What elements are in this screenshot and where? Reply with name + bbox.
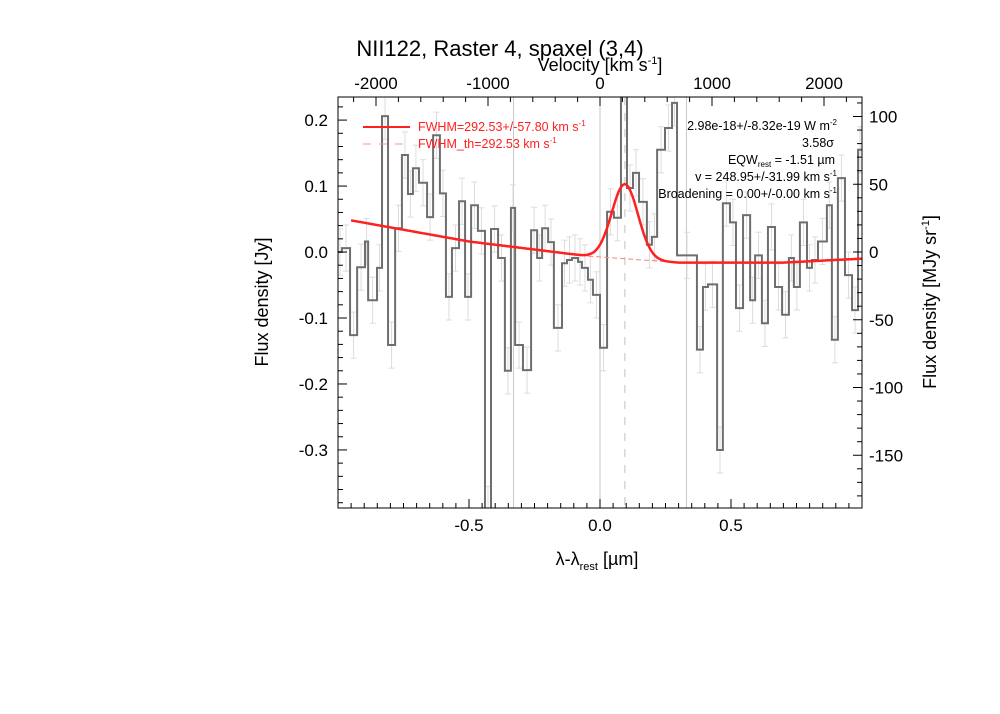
- annotation-flux: 2.98e-18+/-8.32e-19 W m-2: [687, 118, 837, 133]
- annotation-eqw: EQWrest = -1.51 µm: [728, 153, 835, 169]
- y-tick-label: 0.1: [304, 177, 328, 196]
- y2-tick-label: 100: [869, 108, 897, 127]
- chart-title: NII122, Raster 4, spaxel (3,4): [356, 36, 643, 61]
- y2-axis-label: Flux density [MJy sr-1]: [920, 215, 940, 389]
- y2-tick-label: 50: [869, 175, 888, 194]
- annotation-velocity: v = 248.95+/-31.99 km s-1: [695, 169, 837, 184]
- y-tick-label: -0.1: [299, 309, 328, 328]
- y-tick-label: -0.3: [299, 441, 328, 460]
- x2-tick-label: 1000: [693, 74, 731, 93]
- x2-tick-label: 2000: [805, 74, 843, 93]
- y-tick-label: 0.2: [304, 111, 328, 130]
- x-tick-label: 0.0: [588, 516, 612, 535]
- top-axis-label: Velocity [km s-1]: [538, 55, 663, 75]
- gaussian-fit-line: [350, 182, 862, 264]
- x2-tick-label: -2000: [354, 74, 397, 93]
- annotation-broadening: Broadening = 0.00+/-0.00 km s-1: [658, 186, 837, 201]
- x2-tick-label: -1000: [466, 74, 509, 93]
- legend-fit-label: FWHM=292.53+/-57.80 km s-1: [418, 119, 586, 134]
- legend-th-label: FWHM_th=292.53 km s-1: [418, 136, 557, 151]
- x-tick-label: -0.5: [454, 516, 483, 535]
- fit-annotations: 2.98e-18+/-8.32e-19 W m-2 3.58σ EQWrest …: [658, 118, 837, 201]
- x-axis-label: λ-λrest [µm]: [556, 549, 639, 573]
- y2-tick-label: -150: [869, 446, 903, 465]
- y2-tick-label: -100: [869, 379, 903, 398]
- spectrum-histogram: [338, 97, 862, 508]
- y-tick-label: -0.2: [299, 375, 328, 394]
- y2-tick-label: 0: [869, 243, 878, 262]
- x-tick-label: 0.5: [719, 516, 743, 535]
- y-axis-label: Flux density [Jy]: [252, 237, 272, 366]
- annotation-sigma: 3.58σ: [802, 136, 834, 150]
- x2-tick-label: 0: [595, 74, 604, 93]
- y2-tick-label: -50: [869, 311, 894, 330]
- y-tick-label: 0.0: [304, 243, 328, 262]
- axis-ticks: [337, 97, 863, 508]
- legend: FWHM=292.53+/-57.80 km s-1 FWHM_th=292.5…: [363, 119, 586, 151]
